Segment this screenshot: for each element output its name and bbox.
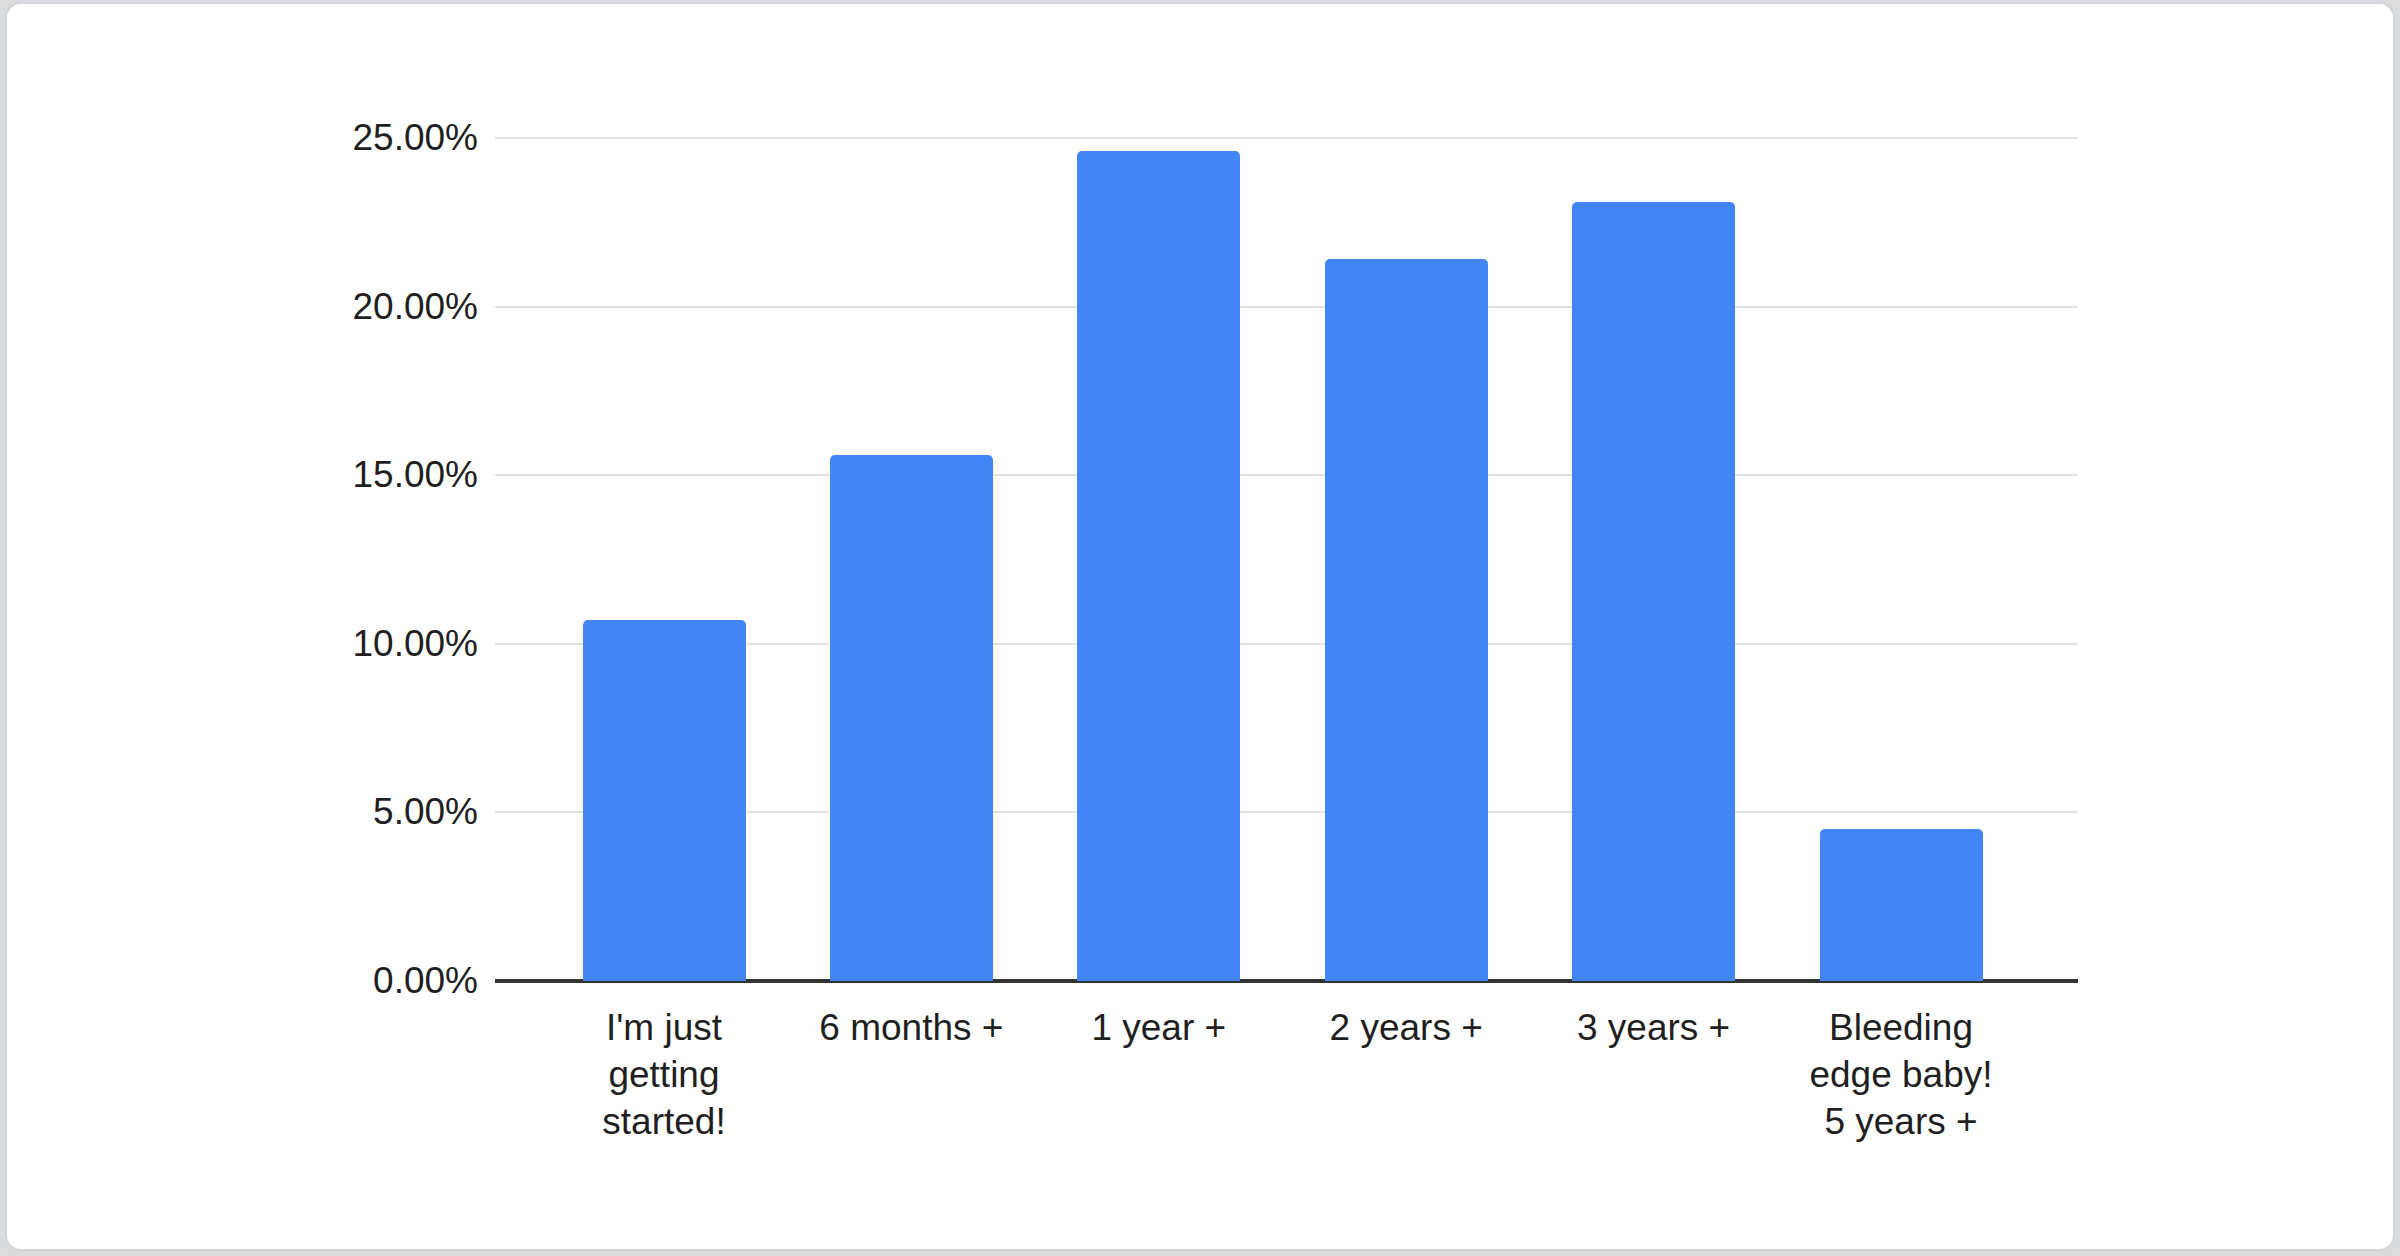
y-gridline-15 (495, 474, 2078, 476)
x-category-label-line: 3 years + (1530, 1004, 1777, 1051)
x-category-label-5: Bleedingedge baby!5 years + (1777, 1004, 2024, 1145)
x-category-label-line: I'm just (540, 1004, 787, 1051)
x-category-label-line: 2 years + (1283, 1004, 1530, 1051)
y-tick-label-15: 15.00% (0, 454, 478, 496)
y-tick-label-5: 5.00% (0, 791, 478, 833)
y-tick-label-0: 0.00% (0, 960, 478, 1002)
bar-4[interactable] (1572, 202, 1735, 981)
x-category-label-line: 1 year + (1035, 1004, 1282, 1051)
bar-3[interactable] (1325, 259, 1488, 981)
x-category-label-4: 3 years + (1530, 1004, 1777, 1051)
x-category-label-line: 6 months + (788, 1004, 1035, 1051)
bar-2[interactable] (1077, 151, 1240, 981)
x-category-label-3: 2 years + (1283, 1004, 1530, 1051)
y-gridline-25 (495, 137, 2078, 139)
x-category-label-0: I'm justgettingstarted! (540, 1004, 787, 1145)
page: { "page": { "background_color": "#d8dbe0… (0, 0, 2400, 1256)
bar-0[interactable] (583, 620, 746, 981)
bar-chart: 0.00% 5.00% 10.00% 15.00% 20.00% 25.00% I'm j… (0, 0, 2400, 1256)
x-category-label-1: 6 months + (788, 1004, 1035, 1051)
y-tick-label-25: 25.00% (0, 117, 478, 159)
x-category-label-line: 5 years + (1777, 1098, 2024, 1145)
x-category-label-line: getting (540, 1051, 787, 1098)
x-category-label-line: edge baby! (1777, 1051, 2024, 1098)
x-category-label-line: started! (540, 1098, 787, 1145)
bar-5[interactable] (1820, 829, 1983, 981)
y-gridline-20 (495, 306, 2078, 308)
x-category-label-2: 1 year + (1035, 1004, 1282, 1051)
y-tick-label-10: 10.00% (0, 623, 478, 665)
bar-1[interactable] (830, 455, 993, 981)
y-tick-label-20: 20.00% (0, 286, 478, 328)
x-category-label-line: Bleeding (1777, 1004, 2024, 1051)
